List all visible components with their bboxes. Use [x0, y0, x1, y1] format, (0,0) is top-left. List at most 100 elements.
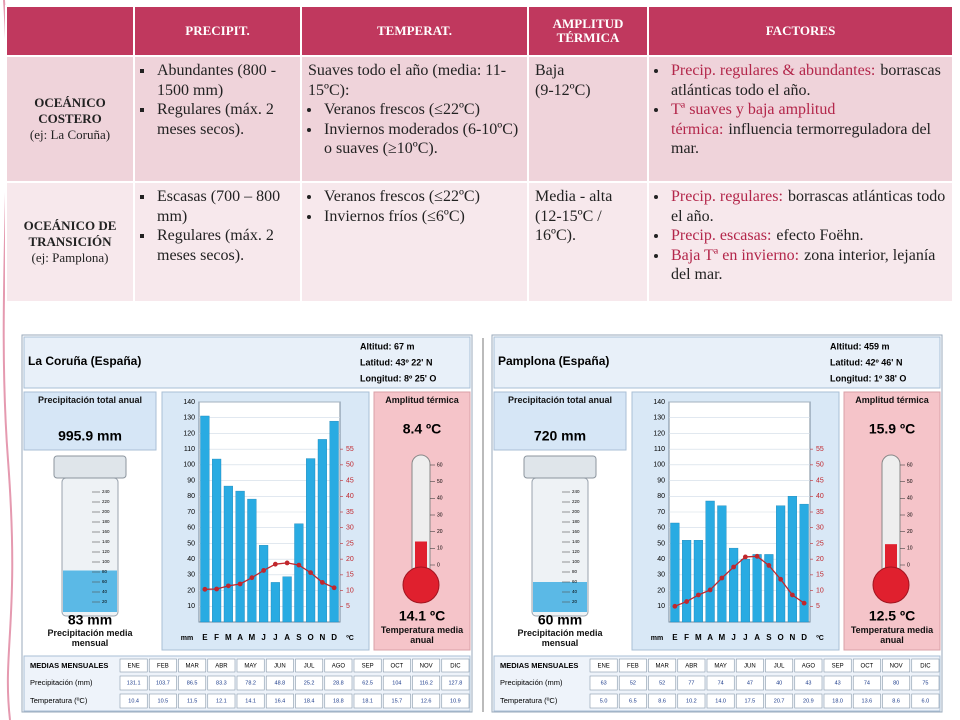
factors-cell: Precip. regulares & abundantes:borrascas… [647, 55, 954, 183]
table-value: 8.6 [892, 698, 900, 704]
precip-bar [329, 420, 339, 623]
temp-intro: Suaves todo el año (media: 11-15ºC): [308, 62, 507, 99]
amplitude-cell: Baja (9-12ºC) [527, 55, 649, 183]
beaker-tick-label: 20 [102, 599, 108, 604]
x-tick-label: D [801, 633, 807, 642]
beaker-tick-label: 40 [102, 589, 108, 594]
precip-bar [764, 554, 774, 623]
table-value: 10.2 [686, 698, 697, 704]
value-cell [852, 675, 881, 691]
value-cell [148, 693, 177, 709]
value-cell [794, 693, 823, 709]
y-tick-label: 130 [653, 415, 665, 422]
month-cell [295, 658, 324, 673]
table-value: 78.2 [245, 680, 256, 686]
y-tick-label: 100 [183, 462, 195, 469]
table-value: 14.0 [715, 698, 726, 704]
table-value: 62.5 [362, 680, 373, 686]
x-tick-label: S [766, 633, 772, 642]
month-label: AGO [332, 664, 346, 670]
month-label: FEB [157, 664, 169, 670]
month-label: OCT [861, 664, 874, 670]
temperature-point [719, 575, 725, 581]
y-tick-label: 40 [187, 556, 195, 563]
mean-temp-label: Temperatura media anual [850, 625, 934, 646]
thermo-tick-label: 40 [907, 496, 913, 502]
y-tick-label: 70 [187, 509, 195, 516]
table-value: 48.8 [275, 680, 286, 686]
value-cell [706, 675, 735, 691]
table-title: MEDIAS MENSUALES [500, 661, 578, 670]
value-cell [735, 693, 764, 709]
table-value: 25.2 [304, 680, 315, 686]
table-value: 43 [805, 680, 811, 686]
table-value: 14.1 [245, 698, 256, 704]
annual-precip-box [23, 391, 157, 451]
location-altitude: Altitud: 459 m [830, 341, 890, 351]
amplitude-label-box: Amplitud térmica [385, 395, 459, 405]
precip-bar [306, 458, 316, 623]
y-tick-label: 100 [653, 462, 665, 469]
y2-axis-label: ºC [816, 635, 824, 642]
value-cell [265, 675, 294, 691]
table-value: 131.1 [127, 680, 141, 686]
beaker-tick-label: 160 [102, 529, 110, 534]
temperature-point [695, 592, 701, 598]
beaker-tick-label: 180 [572, 519, 580, 524]
y2-tick-label: 30 [816, 525, 824, 532]
temp-cell: Veranos frescos (≤22ºC)Inviernos fríos (… [300, 181, 529, 303]
x-tick-label: A [284, 633, 290, 642]
month-cell [178, 658, 207, 673]
month-label: FEB [627, 664, 639, 670]
table-value: 12.6 [421, 698, 432, 704]
y2-tick-label: 15 [346, 572, 354, 579]
month-cell [207, 658, 236, 673]
value-cell [618, 693, 647, 709]
value-cell [324, 675, 353, 691]
beaker-tick-label: 60 [572, 579, 578, 584]
value-cell [265, 693, 294, 709]
x-tick-label: N [319, 633, 325, 642]
value-cell [119, 693, 148, 709]
row-label: OCEÁNICO COSTERO [34, 95, 106, 127]
temperature-point [319, 580, 325, 585]
table-value: 83.3 [216, 680, 227, 686]
annual-precip-label: Precipitación total anual [507, 395, 613, 405]
month-cell [412, 658, 441, 673]
mean-temp-label: Temperatura media anual [380, 625, 464, 646]
table-value: 20.7 [774, 698, 785, 704]
value-cell [295, 675, 324, 691]
value-cell [148, 675, 177, 691]
y2-tick-label: 40 [346, 493, 354, 500]
beaker-tick-label: 160 [572, 529, 580, 534]
table-value: 104 [392, 680, 401, 686]
table-value: 63 [601, 680, 607, 686]
thermo-tick-label: 10 [907, 546, 913, 552]
row-label: OCEÁNICO DE TRANSICIÓN [23, 218, 117, 250]
value-cell [911, 675, 940, 691]
header-cell: AMPLITUD TÉRMICA [527, 5, 649, 57]
amplitude-label: Amplitud térmica [385, 395, 459, 405]
month-cell [589, 658, 618, 673]
y2-tick-label: 50 [816, 462, 824, 469]
beaker-tick-label: 140 [572, 539, 580, 544]
temperature-point [308, 570, 314, 576]
y-tick-label: 80 [187, 493, 195, 500]
value-cell [765, 693, 794, 709]
month-label: OCT [391, 664, 404, 670]
month-cell [794, 658, 823, 673]
month-cell [882, 658, 911, 673]
value-cell [882, 693, 911, 709]
table-value: 16.4 [275, 698, 286, 704]
precip-bar [776, 505, 786, 623]
factor-text: borrascas atlánticas todo el año. [671, 62, 941, 99]
mean-precip-label: Precipitación media mensual [47, 628, 133, 649]
value-cell [178, 675, 207, 691]
month-cell [148, 658, 177, 673]
temperature-point [731, 564, 737, 570]
panel-header [493, 336, 941, 389]
month-label: DIC [920, 664, 931, 670]
month-label: JUL [774, 664, 785, 670]
table-value: 13.6 [862, 698, 873, 704]
